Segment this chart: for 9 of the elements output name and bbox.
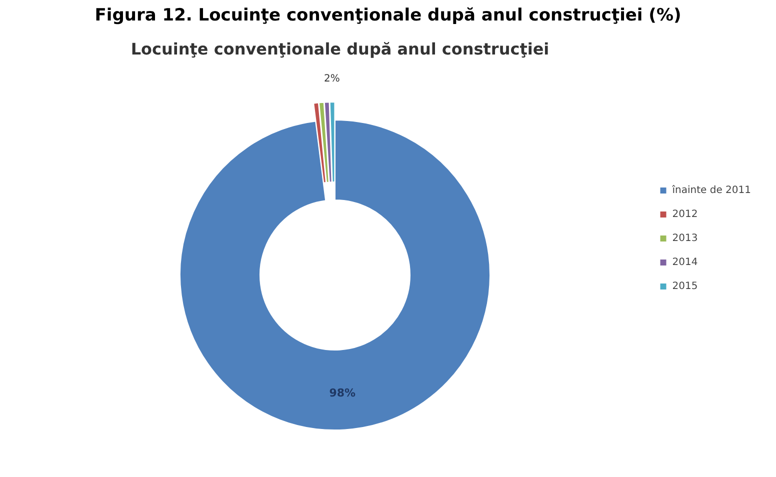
chart-subtitle: Locuinţe convenţionale după anul construcţiei — [130, 40, 550, 58]
chart-title: Figura 12. Locuinţe convenţionale după anul construcţiei (%) — [94, 6, 682, 26]
data-label: 98% — [329, 386, 356, 400]
text: 2% — [324, 74, 340, 84]
legend-label: 2013 — [672, 233, 698, 244]
legend-label: 2012 — [672, 209, 698, 220]
legend-label: 2015 — [672, 281, 698, 292]
legend-label: 2014 — [672, 257, 698, 268]
legend-label: înainte de 2011 — [671, 185, 752, 196]
